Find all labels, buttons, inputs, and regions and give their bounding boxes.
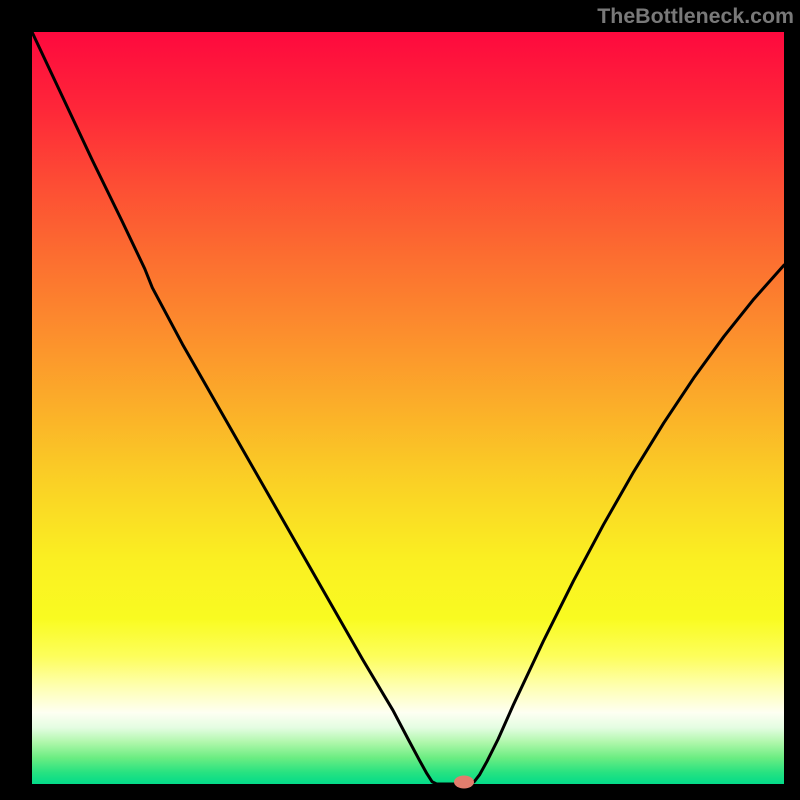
plot-area [32, 32, 784, 784]
curve-path [32, 32, 784, 784]
chart-container: TheBottleneck.com [0, 0, 800, 800]
bottleneck-curve [32, 32, 784, 784]
watermark-text: TheBottleneck.com [597, 4, 794, 29]
optimal-point-marker [454, 776, 474, 789]
